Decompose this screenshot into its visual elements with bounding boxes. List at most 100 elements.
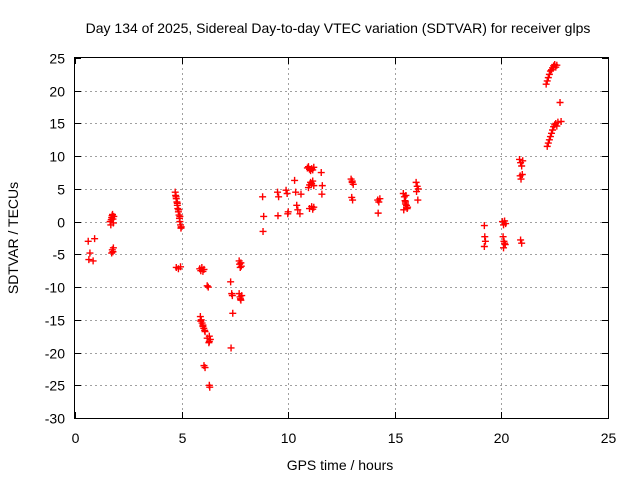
y-tick-label: 25: [49, 51, 65, 67]
data-point: [200, 265, 208, 273]
data-point: [318, 182, 326, 190]
data-point: [293, 201, 301, 209]
data-point: [274, 188, 282, 196]
data-point: [173, 199, 181, 207]
y-axis-label: SDTVAR / TECUs: [5, 182, 21, 294]
data-point: [403, 205, 411, 213]
data-point: [310, 182, 318, 190]
data-point: [227, 278, 235, 286]
grid: [75, 58, 608, 418]
data-point: [203, 282, 211, 290]
y-tick-label: -15: [45, 313, 65, 329]
data-point: [310, 163, 318, 171]
data-point: [294, 206, 302, 214]
data-point: [545, 70, 553, 78]
data-point: [519, 157, 527, 165]
data-point: [177, 223, 185, 231]
x-tick-label: 5: [179, 430, 187, 446]
data-point: [376, 195, 384, 203]
data-point: [275, 193, 283, 201]
data-point: [227, 344, 235, 352]
data-point: [317, 169, 325, 177]
data-point: [309, 177, 317, 185]
data-point: [517, 236, 525, 244]
data-point: [282, 186, 290, 194]
data-point: [204, 283, 212, 291]
data-point: [544, 74, 552, 82]
data-point: [349, 196, 357, 204]
data-point: [297, 190, 305, 198]
y-tick-label: -10: [45, 280, 65, 296]
data-point: [259, 193, 267, 201]
data-point: [349, 180, 357, 188]
data-point: [259, 227, 267, 235]
x-tick-label: 20: [494, 430, 510, 446]
data-point: [518, 239, 526, 247]
data-point: [400, 206, 408, 214]
data-point: [205, 337, 213, 345]
data-point: [84, 237, 92, 245]
data-point: [238, 292, 246, 300]
x-tick-label: 0: [72, 430, 80, 446]
data-point: [499, 233, 507, 241]
data-point: [177, 263, 185, 271]
x-tick-label: 10: [281, 430, 297, 446]
data-point: [402, 191, 410, 199]
data-point: [260, 212, 268, 220]
axis-ticks: [75, 58, 609, 419]
y-tick-label: 10: [49, 149, 65, 165]
data-point: [236, 295, 244, 303]
data-point: [291, 176, 299, 184]
data-point: [228, 292, 236, 300]
data-point: [201, 328, 209, 336]
y-tick-labels: -30 -25 -20 -15 -10 -5 0 5 10 15 20 25: [45, 51, 65, 427]
data-point: [274, 212, 282, 220]
data-point: [557, 117, 565, 125]
data-point: [548, 129, 556, 137]
data-point: [310, 203, 318, 211]
data-point: [544, 139, 552, 147]
data-point: [401, 200, 409, 208]
data-point: [89, 257, 97, 265]
data-point: [237, 262, 245, 270]
data-point: [553, 122, 561, 130]
data-point: [549, 126, 557, 134]
data-point: [413, 188, 421, 196]
data-point: [542, 80, 550, 88]
data-points: [84, 61, 565, 391]
data-point: [481, 237, 489, 245]
y-tick-label: 15: [49, 116, 65, 132]
y-tick-label: -25: [45, 378, 65, 394]
data-point: [85, 256, 93, 264]
data-point: [229, 309, 237, 317]
x-axis-label: GPS time / hours: [287, 457, 394, 473]
data-point: [91, 235, 99, 243]
data-point: [197, 317, 205, 325]
data-point: [296, 210, 304, 218]
data-point: [480, 222, 488, 230]
data-point: [110, 212, 118, 220]
data-point: [318, 190, 326, 198]
data-point: [556, 99, 564, 107]
y-tick-label: -5: [53, 247, 66, 263]
y-tick-label: -20: [45, 346, 65, 362]
data-point: [518, 171, 526, 179]
data-point: [480, 243, 488, 251]
data-point: [543, 77, 551, 85]
chart-title: Day 134 of 2025, Sidereal Day-to-day VTE…: [86, 20, 591, 36]
x-tick-labels: 0 5 10 15 20 25: [72, 430, 617, 446]
data-point: [199, 321, 207, 329]
data-point: [414, 196, 422, 204]
data-point: [516, 155, 524, 163]
data-point: [500, 244, 508, 252]
data-point: [375, 198, 383, 206]
y-tick-label: 20: [49, 84, 65, 100]
y-tick-label: 5: [57, 182, 65, 198]
x-tick-label: 25: [601, 430, 617, 446]
data-point: [543, 142, 551, 150]
data-point: [176, 212, 184, 220]
data-point: [201, 364, 209, 372]
y-tick-label: 0: [57, 215, 65, 231]
y-tick-label: -30: [45, 411, 65, 427]
